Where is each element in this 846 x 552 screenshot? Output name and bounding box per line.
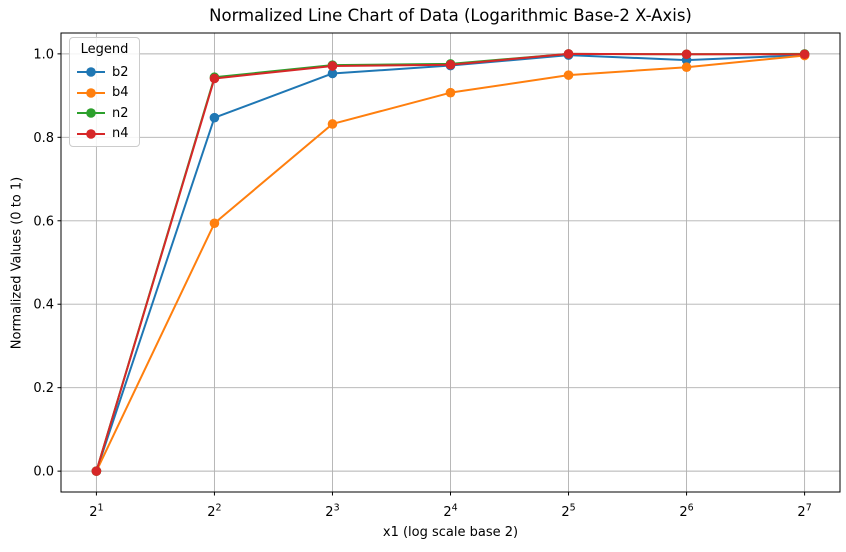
series-n4-marker <box>327 61 338 71</box>
series-b4-marker <box>681 62 692 73</box>
y-tick-label: 0.6 <box>33 214 54 229</box>
y-tick-label: 0.0 <box>33 465 54 480</box>
chart-title: Normalized Line Chart of Data (Logarithm… <box>209 6 692 25</box>
series-n4-marker <box>799 49 810 60</box>
legend-marker-b4 <box>77 87 105 98</box>
x-tick-label: 24 <box>443 503 457 521</box>
series-b4-marker <box>563 70 574 80</box>
series-n4-marker <box>681 49 692 60</box>
x-tick-label: 25 <box>561 503 575 521</box>
series-n4-marker <box>91 466 102 476</box>
series-b4-marker <box>209 218 220 229</box>
legend-label-n4: n4 <box>112 126 129 142</box>
legend-item-b2: b2 <box>70 62 139 83</box>
y-axis-label: Normalized Values (0 to 1) <box>9 176 25 350</box>
legend-item-n2: n2 <box>70 103 139 124</box>
x-tick-label: 23 <box>325 503 339 521</box>
series-b4-marker <box>445 87 456 98</box>
x-tick-label: 22 <box>207 503 221 521</box>
legend-marker-n4 <box>77 128 105 139</box>
x-tick-label: 27 <box>797 503 811 521</box>
legend-item-n4: n4 <box>70 124 139 145</box>
y-tick-label: 0.2 <box>33 381 54 396</box>
series-n4-marker <box>445 59 456 70</box>
y-tick-label: 0.4 <box>33 298 54 313</box>
legend-item-b4: b4 <box>70 83 139 104</box>
series-b2-marker <box>327 68 338 79</box>
y-tick-label: 1.0 <box>33 47 54 62</box>
legend-title: Legend <box>80 42 129 57</box>
legend-label-b2: b2 <box>112 64 129 80</box>
series-b2-marker <box>209 112 220 123</box>
x-tick-label: 26 <box>679 503 693 521</box>
x-tick-label: 21 <box>89 503 103 521</box>
legend-box: Legend b2 b4 n2 n4 <box>69 37 140 147</box>
legend-entries: b2 b4 n2 n4 <box>70 62 139 144</box>
legend-marker-b2 <box>77 67 105 78</box>
legend-marker-n2 <box>77 108 105 119</box>
series-n4-marker <box>563 49 574 59</box>
x-axis-label: x1 (log scale base 2) <box>382 525 519 540</box>
series-b4-marker <box>327 119 338 129</box>
legend-label-n2: n2 <box>112 105 129 121</box>
legend-label-b4: b4 <box>112 85 129 101</box>
series-n4-marker <box>209 73 220 84</box>
y-tick-label: 0.8 <box>33 131 54 146</box>
